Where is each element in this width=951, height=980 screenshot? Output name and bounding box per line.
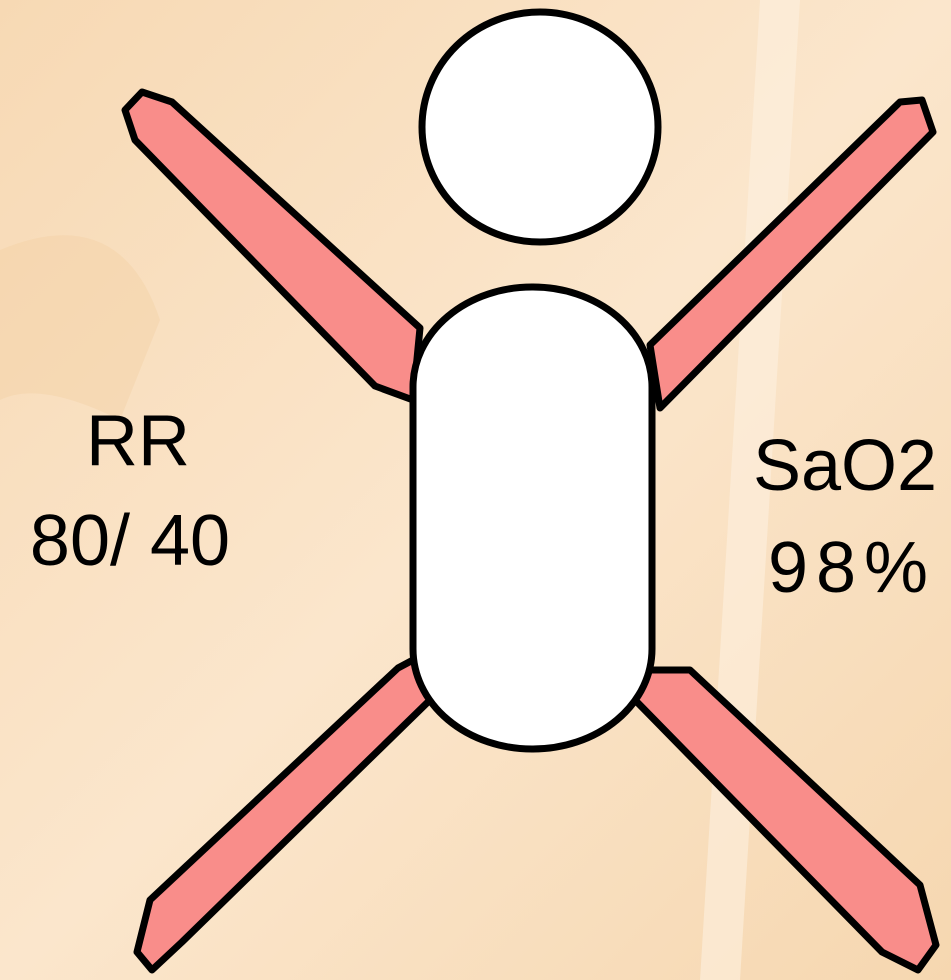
torso xyxy=(409,283,656,753)
right-title: SaO2 xyxy=(753,426,937,506)
head xyxy=(418,8,662,246)
right-arm xyxy=(646,96,937,412)
background-shape xyxy=(0,235,160,420)
left-leg xyxy=(133,656,434,974)
right-leg xyxy=(631,666,940,974)
right-value: 98% xyxy=(768,528,936,608)
left-title: RR xyxy=(86,401,190,481)
left-value: 80/ 40 xyxy=(30,501,230,581)
